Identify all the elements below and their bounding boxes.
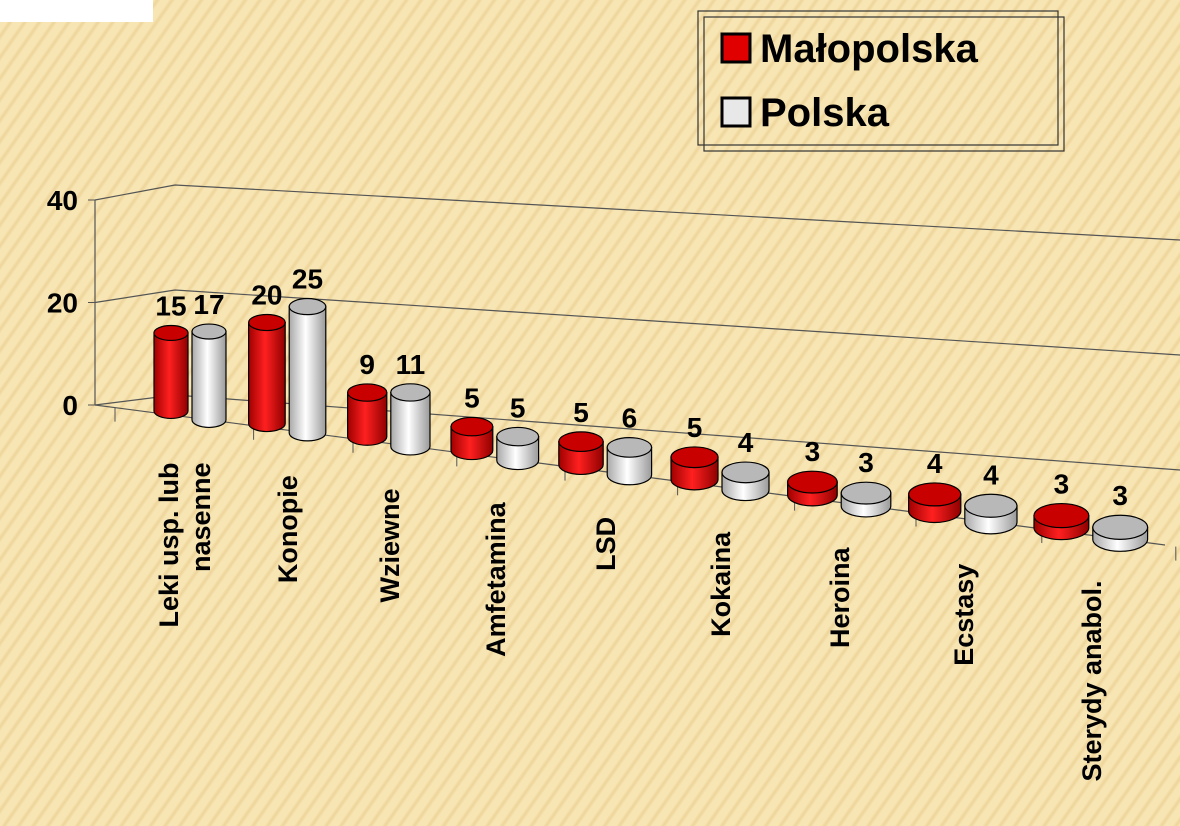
bar-top (496, 426, 540, 447)
bar-top (787, 470, 838, 494)
white-patch (0, 0, 153, 22)
x-tick-label: Kokaina (706, 531, 736, 637)
value-label: 3 (805, 436, 821, 467)
value-label: 3 (858, 447, 874, 478)
bar (390, 383, 431, 456)
value-label: 17 (193, 289, 224, 320)
bar-top (153, 324, 189, 342)
value-label: 3 (1112, 480, 1128, 511)
bar (347, 383, 388, 446)
x-tick-label: LSD (591, 517, 621, 571)
x-tick-label: Sterydy anabol. (1077, 580, 1107, 781)
bar (496, 426, 540, 471)
bar-top (247, 313, 286, 332)
bar-top (964, 493, 1018, 518)
bar (153, 324, 189, 420)
bar (840, 481, 892, 518)
x-tick-label: Amfetamina (481, 501, 511, 657)
value-label: 5 (687, 412, 703, 443)
bar-body (191, 330, 227, 429)
value-label: 15 (155, 290, 186, 321)
x-tick-label: Ecstasy (949, 564, 979, 666)
bar (1033, 502, 1090, 541)
bar (450, 416, 494, 461)
bar-top (288, 297, 327, 316)
bar-body (606, 446, 653, 486)
bar (288, 297, 327, 442)
bar (247, 313, 286, 433)
bar-body (153, 332, 189, 420)
bar-body (390, 391, 431, 456)
value-label: 4 (983, 459, 999, 490)
bar-body (347, 391, 388, 446)
bar-top (390, 383, 431, 402)
y-tick-label: 40 (47, 185, 78, 216)
bar-top (670, 446, 719, 469)
value-label: 5 (464, 382, 480, 413)
y-tick-label: 20 (47, 288, 78, 319)
value-label: 25 (292, 264, 323, 295)
value-label: 4 (927, 448, 943, 479)
bar-top (908, 482, 962, 507)
bar-top (1033, 502, 1090, 529)
bar-top (606, 437, 653, 458)
grid-line (94, 289, 1180, 356)
x-tick-label: Wziewne (375, 488, 405, 602)
grid-line (94, 184, 1180, 241)
bar-body (248, 321, 286, 433)
value-label: 20 (251, 279, 282, 310)
bar-top (1092, 514, 1149, 540)
x-tick-label: Konopie (273, 475, 303, 583)
bar (670, 446, 719, 491)
bar (606, 437, 653, 486)
bar-top (450, 416, 494, 437)
y-tick-label: 0 (62, 390, 78, 421)
bar (908, 482, 962, 524)
bar-top (558, 431, 604, 453)
x-tick-label: Heroina (825, 547, 855, 649)
legend-swatch (720, 96, 752, 128)
bar (191, 323, 227, 429)
bar-top (191, 323, 227, 340)
bar-top (721, 461, 770, 484)
bar-top (347, 383, 388, 402)
legend-label: Polska (760, 91, 890, 135)
bar (1092, 514, 1149, 552)
bar-top (840, 481, 892, 505)
value-label: 5 (510, 392, 526, 423)
bar (721, 461, 770, 502)
bar (558, 431, 604, 476)
x-tick-label: Leki usp. lubnasenne (154, 462, 216, 627)
legend-shadow (703, 16, 1065, 152)
bar-body (288, 305, 327, 442)
value-label: 5 (573, 397, 589, 428)
bar (787, 470, 838, 507)
bar (964, 493, 1018, 535)
value-label: 4 (738, 427, 754, 458)
value-label: 9 (359, 349, 375, 380)
value-label: 11 (396, 349, 426, 380)
legend-swatch (720, 32, 752, 64)
value-label: 3 (1054, 469, 1070, 500)
value-label: 6 (622, 403, 638, 434)
legend-box (697, 10, 1059, 146)
legend-label: Małopolska (760, 27, 979, 71)
